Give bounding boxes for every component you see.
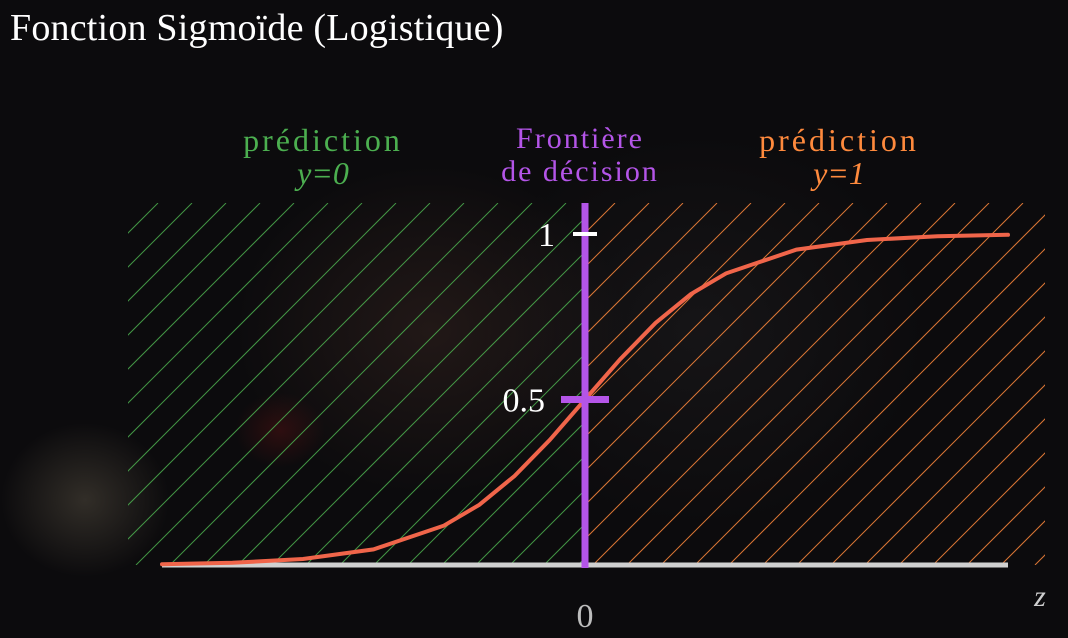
hatch-line: [585, 203, 752, 370]
prediction-1-value: y=1: [810, 155, 865, 191]
hatch-line: [585, 203, 684, 302]
hatch-line: [830, 350, 1045, 565]
page-title: Fonction Sigmoïde (Logistique): [10, 7, 504, 49]
hatch-line: [884, 203, 1068, 565]
hatch-line: [305, 285, 585, 565]
hatch-line: [966, 486, 1045, 565]
hatch-line: [128, 203, 295, 370]
hatch-line: [1034, 554, 1045, 565]
hatch-line: [128, 203, 363, 438]
hatch-line: [441, 421, 585, 565]
hatch-line: [339, 319, 585, 565]
hatch-line: [592, 203, 956, 565]
decision-boundary-label-line2: de décision: [501, 155, 659, 188]
hatch-line: [796, 316, 1045, 565]
prediction-1-label: prédiction: [759, 122, 919, 158]
hatch-line: [864, 384, 1045, 565]
hatch-line: [714, 203, 1068, 565]
hatch-line: [169, 203, 533, 565]
hatch-line: [660, 203, 1024, 565]
hatch-line: [373, 353, 585, 565]
hatch-line: [128, 203, 227, 302]
hatch-line: [932, 452, 1045, 565]
hatch-line: [128, 203, 431, 506]
hatch-line: [128, 203, 159, 234]
hatch-line: [694, 214, 1045, 565]
hatch-line: [585, 203, 718, 336]
hatch-line: [203, 203, 567, 565]
y-tick-marks: [561, 232, 609, 403]
hatch-line: [728, 248, 1045, 565]
y-tick-label-0-5: 0.5: [503, 383, 546, 420]
hatch-line: [128, 203, 193, 268]
hatch-line: [585, 203, 854, 472]
hatch-line: [782, 203, 1068, 565]
hatch-line: [585, 203, 786, 404]
hatch-line: [626, 203, 990, 565]
x-axis-label: z: [1033, 580, 1046, 613]
hatch-line: [850, 203, 1068, 565]
hatch-line: [128, 203, 465, 540]
hatch-line: [816, 203, 1068, 565]
hatch-line: [128, 203, 397, 472]
hatch-line: [1000, 520, 1045, 565]
hatch-line: [128, 203, 329, 404]
x-tick-label-0: 0: [577, 598, 594, 635]
hatch-line: [0, 203, 90, 565]
hatch-line: [762, 282, 1045, 565]
decision-boundary-label-line1: Frontière: [516, 122, 644, 155]
hatch-line: [475, 455, 585, 565]
hatch-line: [0, 203, 124, 565]
hatch-line: [585, 203, 922, 540]
hatch-line: [898, 418, 1045, 565]
prediction-0-label: prédiction: [243, 122, 403, 158]
hatch-line: [918, 203, 1068, 565]
hatch-line: [585, 203, 650, 268]
prediction-0-value: y=0: [294, 155, 349, 191]
hatch-line: [135, 203, 499, 565]
y-tick-label-1: 1: [538, 217, 555, 254]
prediction-0-region-hatch: [0, 203, 1068, 565]
hatch-line: [271, 251, 585, 565]
hatch-line: [748, 203, 1068, 565]
hatch-line: [407, 387, 585, 565]
hatch-line: [509, 489, 585, 565]
hatch-line: [237, 217, 585, 565]
hatch-line: [128, 203, 261, 336]
